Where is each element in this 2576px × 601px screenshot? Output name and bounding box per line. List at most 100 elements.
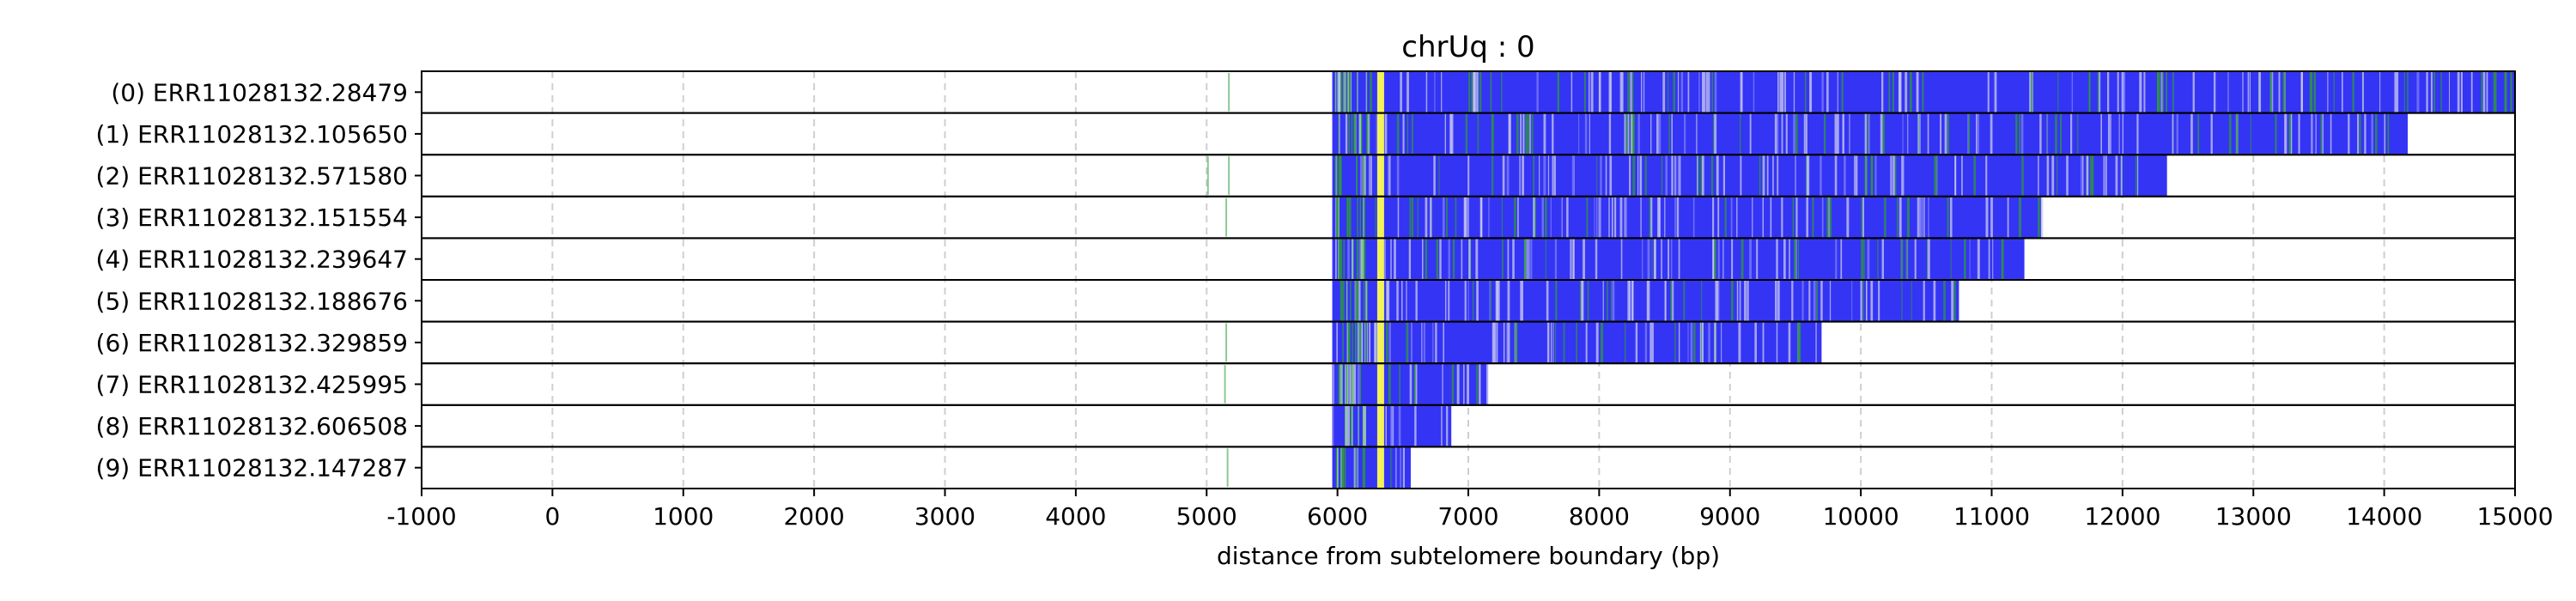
read-stripe (1506, 155, 1510, 197)
read-stripe (1369, 155, 1370, 197)
read-stripe (1928, 196, 1929, 239)
read-stripe (1843, 112, 1844, 155)
read-stripe (1841, 71, 1844, 113)
read-stripe (1463, 363, 1465, 405)
y-tick-label: (8) ERR11028132.606508 (96, 412, 408, 440)
read-stripe (1923, 280, 1925, 322)
read-stripe (1899, 71, 1901, 113)
read-stripe (1774, 112, 1777, 155)
read-stripe (1792, 196, 1795, 239)
read-stripe (1777, 71, 1779, 113)
y-tick-label: (4) ERR11028132.239647 (96, 246, 408, 274)
read-stripe (1475, 238, 1479, 280)
read-stripe (1598, 196, 1601, 239)
read-stripe (1794, 238, 1796, 280)
read-stripe (1731, 238, 1734, 280)
read-stripe (1358, 280, 1361, 322)
read-stripe (2440, 71, 2442, 113)
read-stripe (2121, 71, 2124, 113)
read-stripe (1674, 321, 1676, 364)
read-stripe (1394, 238, 1396, 280)
read-stripe (1572, 238, 1575, 280)
read-stripe (1452, 238, 1455, 280)
read-stripe (1716, 155, 1718, 197)
read-stripe (1619, 71, 1623, 113)
read-stripe (1644, 155, 1647, 197)
read-stripe (1332, 404, 1334, 447)
read-stripe (2097, 71, 2100, 113)
read-stripe (1900, 238, 1904, 280)
read-stripe (1664, 280, 1666, 322)
read-stripe (1901, 280, 1903, 322)
read-stripe (1461, 238, 1463, 280)
read-stripe (1384, 112, 1388, 155)
read-stripe (2136, 112, 2139, 155)
read-stripe (1509, 112, 1511, 155)
read-stripe (1878, 280, 1880, 322)
read-stripe (2172, 112, 2174, 155)
read-stripe (1662, 71, 1666, 113)
read-stripe (1541, 196, 1545, 239)
pre-mark (1225, 323, 1228, 362)
read-stripe (1492, 155, 1494, 197)
read-stripe (1507, 321, 1510, 364)
read-stripe (1406, 71, 1409, 113)
read-stripe (1579, 280, 1582, 322)
read-stripe (1890, 155, 1893, 197)
read-stripe (1730, 196, 1733, 239)
read-stripe (1651, 238, 1653, 280)
y-tick-labels: (0) ERR11028132.28479 (1) ERR11028132.105… (96, 78, 422, 483)
read-stripe (1899, 196, 1902, 239)
read-stripe (1613, 196, 1617, 239)
read-stripe (1465, 112, 1468, 155)
read-stripe (1954, 155, 1957, 197)
read-stripe (1639, 155, 1642, 197)
read-stripe (1788, 321, 1791, 364)
read-stripe (1527, 112, 1530, 155)
read-stripe (1439, 238, 1442, 280)
read-stripe (2481, 71, 2483, 113)
read-stripe (1346, 363, 1349, 405)
read-stripe (1625, 196, 1628, 239)
read-stripe (1602, 280, 1604, 322)
read-stripe (1351, 363, 1352, 405)
read-stripe (1364, 404, 1366, 447)
read-stripe (2470, 71, 2473, 113)
read-stripe (1411, 196, 1414, 239)
read-stripe (1629, 155, 1631, 197)
read-stripe (1533, 196, 1535, 239)
read-stripe (1805, 112, 1807, 155)
read-stripe (2103, 155, 2105, 197)
read-stripe (1812, 196, 1814, 239)
read-stripe (1345, 112, 1348, 155)
read-stripe (2384, 112, 2386, 155)
read-stripe (1828, 196, 1830, 239)
read-stripe (1917, 112, 1919, 155)
read-stripe (1335, 196, 1337, 239)
read-stripe (1815, 280, 1818, 322)
read-stripe (1977, 112, 1979, 155)
read-stripe (2371, 112, 2372, 155)
read-stripe (1516, 112, 1519, 155)
read-stripe (1700, 155, 1704, 197)
read-stripe (1417, 196, 1419, 239)
x-tick-label: 2000 (783, 502, 844, 531)
read-stripe (2120, 155, 2123, 197)
read-stripe (1864, 155, 1868, 197)
read-stripe (1473, 71, 1477, 113)
read-stripe (1762, 196, 1765, 239)
read-stripe (1342, 280, 1345, 322)
read-stripe (1744, 280, 1747, 322)
read-stripe (1346, 196, 1349, 239)
read-stripe (1877, 238, 1879, 280)
read-stripe (1491, 112, 1494, 155)
read-stripe (2158, 71, 2160, 113)
rows-layer (1206, 71, 2515, 489)
read-stripe (1485, 363, 1489, 405)
read-stripe (1795, 112, 1798, 155)
x-tick-label: 8000 (1569, 502, 1630, 531)
read-stripe (1741, 238, 1744, 280)
read-stripe (1363, 446, 1366, 489)
read-stripe (1708, 71, 1710, 113)
read-stripe (1550, 196, 1552, 239)
